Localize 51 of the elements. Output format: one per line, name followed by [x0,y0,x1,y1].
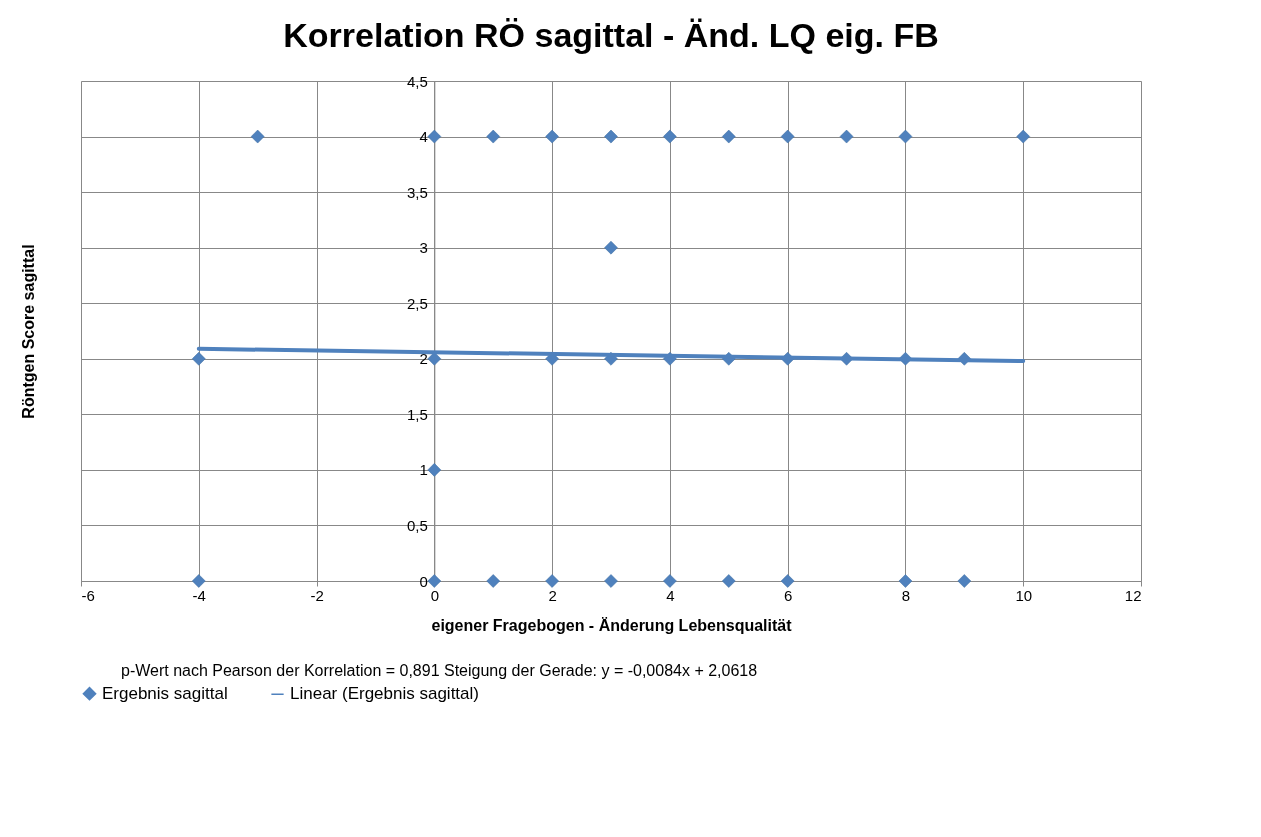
y-tick-label: 2,5 [406,294,428,312]
y-tick-label: 3,5 [406,183,428,201]
point [604,574,618,588]
legend-label: Ergebnis sagittal [102,683,228,703]
x-axis-title: eigener Fragebogen - Änderung Lebensqualität [431,616,793,634]
point [898,574,913,588]
x-tick-label: 8 [901,586,911,604]
point [780,129,795,144]
point [898,129,913,144]
y-tick-label: 1 [419,461,428,479]
point [604,240,618,255]
x-tick-label: 4 [666,586,675,604]
y-tick-label: 4,5 [406,72,428,90]
point [780,574,795,588]
x-tick-label: 0 [430,586,440,604]
point [545,129,559,144]
point [722,129,736,144]
point [427,352,442,366]
x-tick-label: 10 [1015,586,1033,604]
x-tick-label: -2 [310,586,324,604]
y-tick-label: 2 [419,350,428,368]
x-tick-label: 2 [548,586,557,604]
point [192,352,206,366]
point [427,463,442,477]
y-tick-label: 0 [419,572,428,590]
x-tick-label: 6 [783,586,793,604]
point [545,574,559,588]
y-axis-title: Röntgen Score sagittal [19,244,37,419]
y-tick-label: 0,5 [406,516,428,534]
point [486,129,500,144]
point [427,129,442,144]
y-tick-label: 4 [419,128,428,146]
point [663,129,677,144]
legend-label: Linear (Ergebnis sagittal) [290,684,479,704]
point [427,574,442,588]
x-tick-label: -6 [81,586,95,604]
y-tick-label: 1,5 [406,405,428,423]
point [663,574,677,588]
x-tick-label: 12 [1124,586,1142,604]
point [957,574,972,588]
point [839,129,854,144]
point [486,574,500,588]
text: p-Wert nach Pearson der Korrelation = 0,891 Steigung der Gerade: y = -0,0084x + 2,0618 [121,662,758,679]
y-tick-label: 3 [419,239,428,257]
point [604,129,618,144]
point [250,129,265,144]
chart-title: Korrelation RÖ sagittal - Änd. LQ eig. FB [283,16,939,54]
point [722,574,736,588]
point [192,574,206,588]
x-tick-label: -4 [192,586,206,604]
point [1016,129,1030,144]
